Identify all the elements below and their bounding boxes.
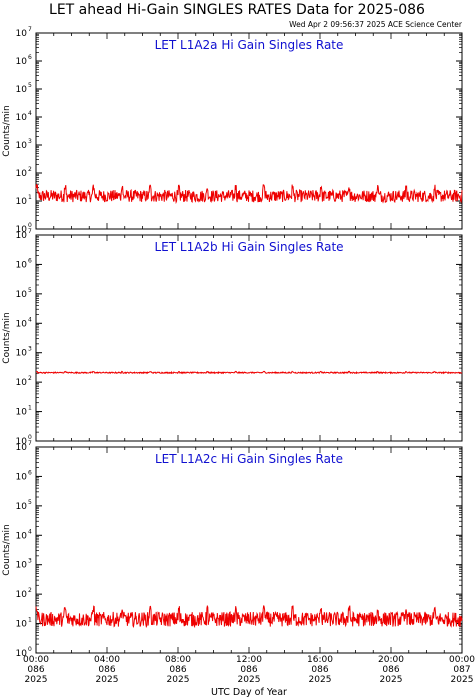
y-tick-exponent: 3	[28, 558, 32, 565]
y-tick-exponent: 1	[28, 617, 32, 624]
y-tick-label: 10	[16, 290, 28, 300]
y-tick-exponent: 6	[28, 257, 32, 264]
y-tick-label: 10	[16, 408, 28, 418]
svg-text:2025: 2025	[238, 675, 261, 685]
svg-text:2025: 2025	[380, 675, 403, 685]
y-tick-label: 10	[16, 620, 28, 630]
svg-text:087: 087	[453, 665, 470, 675]
y-axis-label: Counts/min	[2, 312, 12, 363]
svg-text:00:00: 00:00	[23, 655, 49, 665]
y-tick-label: 10	[16, 197, 28, 207]
y-tick-label: 10	[16, 590, 28, 600]
y-tick-label: 10	[16, 225, 28, 235]
y-tick-label: 10	[16, 502, 28, 512]
y-tick-exponent: 4	[28, 528, 32, 535]
y-tick-label: 10	[16, 443, 28, 453]
svg-text:086: 086	[98, 665, 115, 675]
y-tick-label: 10	[16, 141, 28, 151]
y-tick-exponent: 5	[28, 287, 32, 294]
y-tick-label: 10	[16, 85, 28, 95]
y-tick-exponent: 0	[28, 646, 32, 653]
rate-trace	[36, 370, 463, 375]
svg-text:00:00: 00:00	[449, 655, 475, 665]
svg-text:2025: 2025	[25, 675, 48, 685]
svg-text:086: 086	[169, 665, 186, 675]
y-tick-label: 10	[16, 319, 28, 329]
y-tick-exponent: 2	[28, 375, 32, 382]
panel-title: LET L1A2a Hi Gain Singles Rate	[155, 38, 344, 52]
y-tick-label: 10	[16, 29, 28, 39]
y-tick-label: 10	[16, 437, 28, 447]
panel-title: LET L1A2b Hi Gain Singles Rate	[154, 240, 343, 254]
y-tick-exponent: 0	[28, 434, 32, 441]
y-tick-exponent: 4	[28, 110, 32, 117]
y-tick-label: 10	[16, 561, 28, 571]
y-tick-label: 10	[16, 57, 28, 67]
y-tick-exponent: 6	[28, 469, 32, 476]
y-tick-label: 10	[16, 349, 28, 359]
y-axis-label: Counts/min	[2, 524, 12, 575]
y-tick-exponent: 7	[28, 26, 32, 33]
rate-trace	[35, 184, 463, 205]
svg-text:08:00: 08:00	[165, 655, 191, 665]
panel-frame	[35, 234, 463, 442]
svg-text:16:00: 16:00	[307, 655, 333, 665]
figure-title: LET ahead Hi-Gain SINGLES RATES Data for…	[49, 2, 425, 18]
x-axis: 00:00086202504:00086202508:00086202512:0…	[23, 655, 475, 685]
y-tick-label: 10	[16, 378, 28, 388]
y-tick-exponent: 5	[28, 499, 32, 506]
y-axis-label: Counts/min	[2, 105, 12, 156]
y-tick-exponent: 3	[28, 346, 32, 353]
y-tick-label: 10	[16, 113, 28, 123]
svg-text:2025: 2025	[309, 675, 332, 685]
y-tick-exponent: 5	[28, 82, 32, 89]
x-axis-label: UTC Day of Year	[211, 687, 287, 698]
y-tick-exponent: 4	[28, 316, 32, 323]
svg-text:20:00: 20:00	[378, 655, 404, 665]
svg-text:086: 086	[240, 665, 257, 675]
y-tick-exponent: 3	[28, 138, 32, 145]
y-tick-exponent: 7	[28, 440, 32, 447]
generation-timestamp: Wed Apr 2 09:56:37 2025 ACE Science Cent…	[289, 20, 463, 29]
svg-text:086: 086	[311, 665, 328, 675]
y-tick-exponent: 7	[28, 228, 32, 235]
y-tick-label: 10	[16, 260, 28, 270]
y-tick-label: 10	[16, 169, 28, 179]
svg-text:2025: 2025	[451, 675, 474, 685]
rate-trace	[35, 604, 463, 629]
y-tick-label: 10	[16, 649, 28, 659]
y-tick-label: 10	[16, 531, 28, 541]
y-tick-exponent: 2	[28, 166, 32, 173]
svg-text:086: 086	[382, 665, 399, 675]
y-tick-exponent: 0	[28, 222, 32, 229]
svg-text:12:00: 12:00	[236, 655, 262, 665]
panel-title: LET L1A2c Hi Gain Singles Rate	[155, 452, 343, 466]
svg-text:2025: 2025	[167, 675, 190, 685]
y-tick-exponent: 1	[28, 405, 32, 412]
y-tick-exponent: 6	[28, 54, 32, 61]
svg-text:04:00: 04:00	[94, 655, 120, 665]
y-tick-label: 10	[16, 472, 28, 482]
y-tick-exponent: 2	[28, 587, 32, 594]
svg-text:2025: 2025	[96, 675, 119, 685]
svg-text:086: 086	[27, 665, 44, 675]
y-tick-label: 10	[16, 231, 28, 241]
y-tick-exponent: 1	[28, 194, 32, 201]
